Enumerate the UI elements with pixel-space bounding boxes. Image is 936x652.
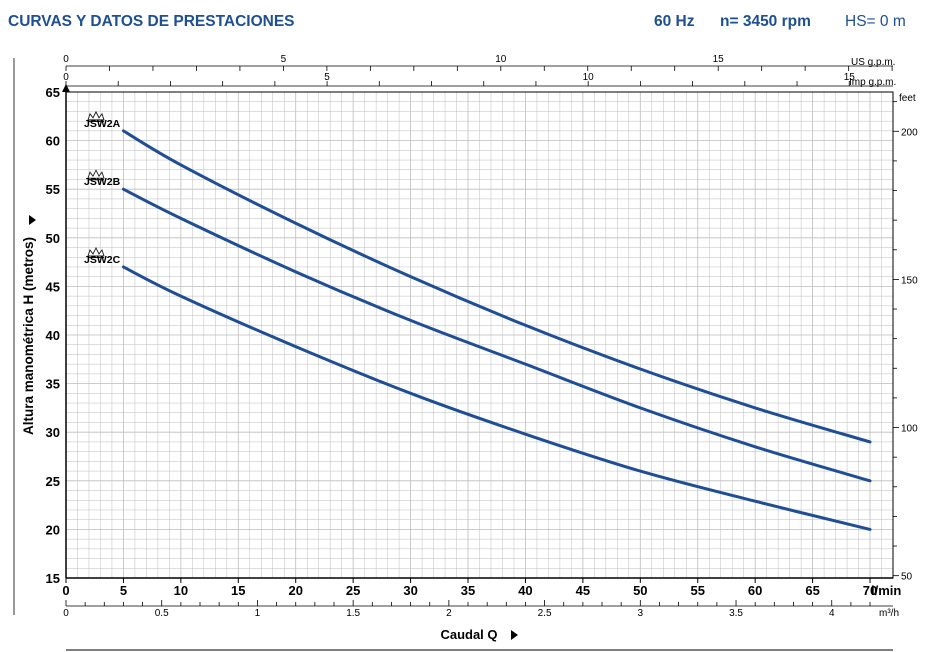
us-gpm-tick-label: 15	[713, 54, 725, 65]
y-axis-label: Altura manométrica H (metros)	[21, 237, 36, 435]
feet-unit-label: feet	[899, 93, 916, 104]
series-label: JSW2C	[84, 254, 121, 266]
m3h-tick-label: 3	[638, 608, 644, 619]
y-tick-label: 35	[46, 377, 60, 392]
y-axis-arrowhead-icon	[62, 84, 70, 92]
y-tick-label: 55	[46, 182, 60, 197]
imp-gpm-tick-label: 0	[63, 72, 69, 83]
series-label: JSW2A	[84, 118, 121, 130]
x-tick-label: 5	[120, 583, 127, 598]
imp-gpm-unit-label: Imp g.p.m.	[849, 77, 896, 88]
suction-height-label: HS= 0 m	[845, 13, 906, 30]
y-tick-label: 45	[46, 279, 60, 294]
y-tick-label: 30	[46, 425, 60, 440]
crown-icon	[87, 246, 105, 259]
x-tick-label: 70	[863, 583, 877, 598]
feet-tick-label: 150	[901, 275, 918, 286]
chart-title: CURVAS Y DATOS DE PRESTACIONES	[8, 13, 295, 30]
x-unit-label: l/min	[871, 583, 901, 598]
y-tick-label: 50	[46, 231, 60, 246]
curve-jsw2b	[121, 187, 872, 483]
imp-gpm-tick-label: 15	[844, 72, 856, 83]
rpm-label: n= 3450 rpm	[720, 13, 811, 30]
m3h-tick-label: 1	[255, 608, 261, 619]
feet-tick-label: 100	[901, 424, 918, 435]
x-tick-label: 50	[633, 583, 647, 598]
x-tick-label: 35	[461, 583, 475, 598]
curve-jsw2a	[121, 129, 872, 444]
m3h-tick-label: 2.5	[538, 608, 552, 619]
y-tick-label: 65	[46, 85, 60, 100]
y-tick-label: 60	[46, 134, 60, 149]
x-tick-label: 20	[288, 583, 302, 598]
series-label: JSW2B	[84, 176, 121, 188]
x-tick-label: 45	[576, 583, 590, 598]
m3h-tick-label: 2	[446, 608, 452, 619]
m3h-unit-label: m³/h	[879, 608, 899, 619]
y-tick-label: 15	[46, 571, 60, 586]
m3h-tick-label: 4	[829, 608, 835, 619]
crown-icon	[87, 169, 105, 181]
m3h-tick-label: 0	[63, 608, 69, 619]
m3h-tick-label: 3.5	[729, 608, 743, 619]
us-gpm-unit-label: US g.p.m.	[851, 57, 895, 68]
x-tick-label: 55	[691, 583, 705, 598]
m3h-tick-label: 1.5	[346, 608, 360, 619]
x-tick-label: 0	[62, 583, 69, 598]
x-tick-label: 60	[748, 583, 762, 598]
x-axis-label: Caudal Q	[440, 627, 497, 642]
x-tick-label: 15	[231, 583, 245, 598]
us-gpm-tick-label: 10	[495, 54, 507, 65]
x-tick-label: 25	[346, 583, 360, 598]
x-tick-label: 40	[518, 583, 532, 598]
y-axis-arrow-icon	[29, 215, 36, 225]
feet-tick-label: 200	[901, 127, 918, 138]
x-axis-arrow-icon	[511, 630, 518, 640]
x-tick-label: 30	[403, 583, 417, 598]
frequency-label: 60 Hz	[654, 13, 695, 30]
imp-gpm-tick-label: 5	[324, 72, 330, 83]
crown-icon	[87, 110, 105, 122]
curve-jsw2c	[121, 265, 872, 531]
y-tick-label: 40	[46, 328, 60, 343]
x-tick-label: 10	[174, 583, 188, 598]
y-tick-label: 20	[46, 522, 60, 537]
m3h-tick-label: 0.5	[155, 608, 169, 619]
imp-gpm-tick-label: 10	[583, 72, 595, 83]
us-gpm-tick-label: 0	[63, 54, 69, 65]
x-tick-label: 65	[805, 583, 819, 598]
y-tick-label: 25	[46, 474, 60, 489]
us-gpm-tick-label: 5	[281, 54, 287, 65]
feet-tick-label: 50	[901, 572, 913, 583]
